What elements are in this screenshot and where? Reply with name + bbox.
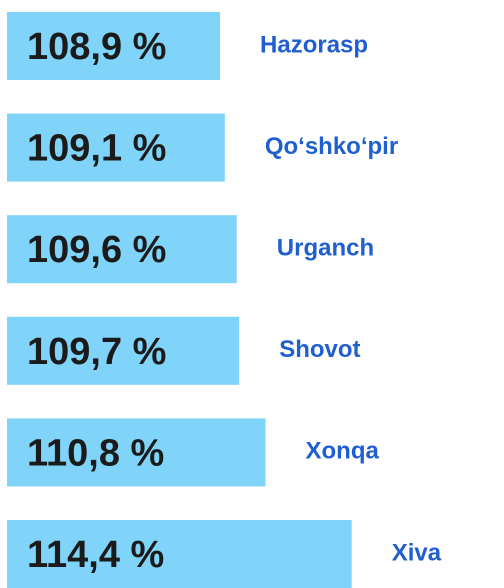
value-label: 109,1 % [27,128,166,170]
category-label: Qo‘shko‘pir [265,133,398,160]
bar [7,418,266,487]
bar [7,215,237,284]
value-label: 110,8 % [27,432,164,474]
category-label: Xonqa [306,438,380,465]
value-label: 114,4 % [27,534,164,576]
value-label: 109,6 % [27,229,166,271]
value-label: 108,9 % [27,26,166,68]
bar [7,113,225,182]
value-label: 109,7 % [27,331,166,373]
category-label: Xiva [392,539,442,566]
bar [7,316,240,385]
category-label: Urganch [277,235,374,262]
category-label: Hazorasp [260,31,368,58]
bar [7,520,352,588]
category-label: Shovot [279,336,360,363]
bar [7,12,221,80]
